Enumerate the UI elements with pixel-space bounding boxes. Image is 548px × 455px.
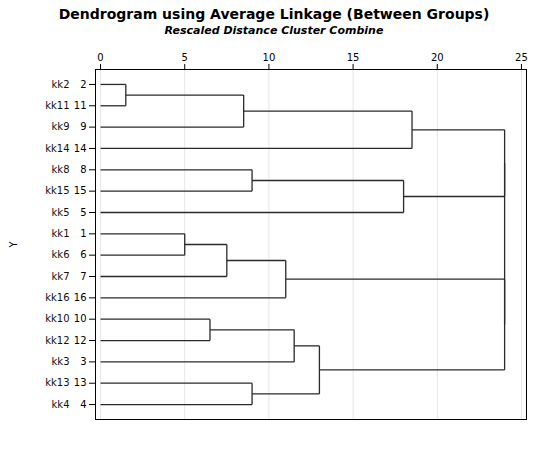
svg-text:Y: Y: [8, 241, 19, 249]
svg-text:5: 5: [182, 52, 188, 63]
svg-text:kk6: kk6: [52, 249, 70, 260]
svg-text:kk15: kk15: [45, 185, 69, 196]
svg-text:2: 2: [80, 79, 86, 90]
svg-text:kk4: kk4: [52, 399, 70, 410]
svg-text:5: 5: [80, 207, 86, 218]
svg-text:kk12: kk12: [45, 335, 69, 346]
svg-text:kk5: kk5: [52, 207, 70, 218]
svg-text:3: 3: [80, 356, 86, 367]
svg-text:8: 8: [80, 164, 86, 175]
svg-text:kk9: kk9: [52, 121, 70, 132]
svg-text:kk16: kk16: [45, 292, 69, 303]
svg-text:0: 0: [97, 52, 103, 63]
svg-text:kk14: kk14: [45, 143, 69, 154]
svg-text:10: 10: [263, 52, 276, 63]
svg-text:1: 1: [80, 228, 86, 239]
svg-text:10: 10: [74, 313, 87, 324]
svg-text:kk8: kk8: [52, 164, 70, 175]
svg-text:7: 7: [80, 271, 86, 282]
svg-text:20: 20: [431, 52, 444, 63]
svg-text:16: 16: [74, 292, 87, 303]
html-text:Dendrogram using Average Linka: Dendrogram using Average Linkage (Betwee…: [58, 6, 490, 22]
svg-text:25: 25: [515, 52, 528, 63]
svg-text:15: 15: [347, 52, 360, 63]
svg-text:kk13: kk13: [45, 377, 69, 388]
svg-text:6: 6: [80, 249, 86, 260]
svg-text:4: 4: [80, 399, 86, 410]
svg-text:12: 12: [74, 335, 87, 346]
svg-text:kk2: kk2: [52, 79, 70, 90]
svg-text:kk1: kk1: [52, 228, 70, 239]
svg-text:11: 11: [74, 100, 87, 111]
svg-text:9: 9: [80, 121, 86, 132]
svg-text:15: 15: [74, 185, 87, 196]
svg-text:kk11: kk11: [45, 100, 69, 111]
svg-text:14: 14: [74, 143, 87, 154]
svg-text:kk10: kk10: [45, 313, 69, 324]
svg-text:13: 13: [74, 377, 87, 388]
svg-text:kk3: kk3: [52, 356, 70, 367]
svg-text:kk7: kk7: [52, 271, 70, 282]
html-text:Rescaled Distance Cluster Comb: Rescaled Distance Cluster Combine: [164, 24, 384, 37]
